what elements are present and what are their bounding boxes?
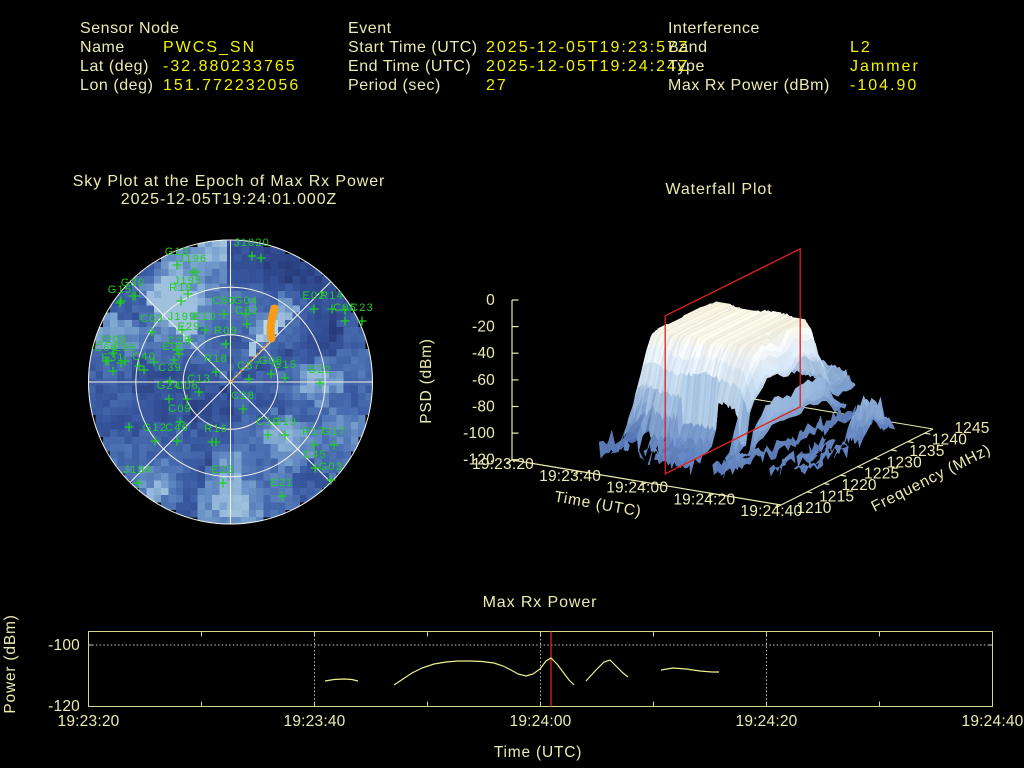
svg-text:G06: G06 bbox=[259, 355, 283, 367]
svg-text:0: 0 bbox=[486, 292, 495, 309]
svg-text:C45: C45 bbox=[303, 449, 327, 461]
svg-text:-40: -40 bbox=[472, 345, 495, 362]
svg-text:Max Rx Power: Max Rx Power bbox=[483, 594, 598, 611]
svg-text:R19: R19 bbox=[169, 282, 193, 294]
svg-text:C40: C40 bbox=[132, 351, 156, 363]
svg-text:C28: C28 bbox=[231, 390, 255, 402]
svg-text:-100: -100 bbox=[463, 425, 495, 442]
svg-text:C13: C13 bbox=[187, 373, 211, 385]
svg-text:G30: G30 bbox=[121, 277, 145, 289]
svg-text:J194: J194 bbox=[124, 464, 153, 476]
svg-text:E23: E23 bbox=[211, 464, 234, 476]
svg-text:Sky Plot at the Epoch of Max R: Sky Plot at the Epoch of Max Rx Power bbox=[73, 173, 386, 190]
svg-text:C09: C09 bbox=[168, 403, 192, 415]
svg-text:19:24:00: 19:24:00 bbox=[606, 480, 668, 497]
svg-text:E29: E29 bbox=[177, 321, 200, 333]
svg-text:E01: E01 bbox=[162, 341, 185, 353]
svg-text:J200: J200 bbox=[99, 334, 128, 346]
svg-text:E10: E10 bbox=[193, 311, 216, 323]
svg-text:G15: G15 bbox=[273, 359, 297, 371]
svg-text:Power (dBm): Power (dBm) bbox=[2, 614, 19, 713]
svg-text:C06: C06 bbox=[175, 380, 199, 392]
svg-text:J196: J196 bbox=[179, 253, 208, 265]
svg-text:19:24:00: 19:24:00 bbox=[510, 713, 572, 730]
svg-text:R18: R18 bbox=[204, 353, 228, 365]
svg-text:G17: G17 bbox=[322, 426, 346, 438]
svg-text:C37: C37 bbox=[237, 360, 261, 372]
svg-text:1240: 1240 bbox=[932, 431, 967, 448]
svg-text:J195: J195 bbox=[174, 275, 203, 287]
svg-text:J1020: J1020 bbox=[234, 237, 270, 249]
svg-text:-120: -120 bbox=[48, 698, 80, 715]
svg-text:C46: C46 bbox=[165, 422, 189, 434]
svg-text:-100: -100 bbox=[48, 637, 80, 654]
svg-text:E02: E02 bbox=[302, 290, 325, 302]
svg-text:1245: 1245 bbox=[954, 420, 989, 437]
svg-text:2025-12-05T19:24:01.000Z: 2025-12-05T19:24:01.000Z bbox=[121, 191, 337, 208]
svg-text:C05: C05 bbox=[333, 302, 357, 314]
svg-text:C23: C23 bbox=[350, 302, 374, 314]
svg-text:19:24:40: 19:24:40 bbox=[962, 713, 1024, 730]
svg-text:G22: G22 bbox=[308, 364, 332, 376]
svg-text:19:24:40: 19:24:40 bbox=[740, 503, 802, 520]
svg-text:R16: R16 bbox=[204, 423, 228, 435]
svg-text:E96: E96 bbox=[113, 342, 136, 354]
svg-text:R09: R09 bbox=[214, 325, 238, 337]
svg-text:J199: J199 bbox=[168, 311, 197, 323]
svg-text:19:23:20: 19:23:20 bbox=[58, 713, 120, 730]
svg-text:1210: 1210 bbox=[796, 500, 831, 517]
svg-text:E31: E31 bbox=[101, 352, 124, 364]
svg-text:1235: 1235 bbox=[909, 443, 944, 460]
svg-text:-80: -80 bbox=[472, 399, 495, 416]
svg-text:G12: G12 bbox=[143, 422, 167, 434]
svg-text:1230: 1230 bbox=[887, 454, 922, 471]
svg-text:19:24:20: 19:24:20 bbox=[673, 491, 735, 508]
svg-text:G19: G19 bbox=[273, 416, 297, 428]
svg-text:E21: E21 bbox=[270, 477, 293, 489]
svg-text:G03: G03 bbox=[319, 461, 343, 473]
svg-text:C03: C03 bbox=[140, 313, 164, 325]
svg-text:Waterfall Plot: Waterfall Plot bbox=[665, 181, 772, 198]
svg-text:-120: -120 bbox=[463, 452, 495, 469]
svg-text:19:24:20: 19:24:20 bbox=[736, 713, 798, 730]
svg-text:1225: 1225 bbox=[864, 466, 899, 483]
svg-text:R17: R17 bbox=[302, 426, 326, 438]
svg-text:19:23:40: 19:23:40 bbox=[284, 713, 346, 730]
svg-text:C66: C66 bbox=[94, 342, 118, 354]
svg-text:C27: C27 bbox=[167, 335, 191, 347]
svg-text:G04: G04 bbox=[234, 295, 258, 307]
svg-text:C10: C10 bbox=[256, 416, 280, 428]
svg-text:G24: G24 bbox=[157, 380, 181, 392]
svg-text:C39: C39 bbox=[158, 362, 182, 374]
svg-text:G13: G13 bbox=[165, 246, 189, 258]
svg-text:1220: 1220 bbox=[841, 477, 876, 494]
svg-text:C60: C60 bbox=[212, 295, 236, 307]
svg-text:R14: R14 bbox=[320, 290, 344, 302]
svg-text:-60: -60 bbox=[472, 372, 495, 389]
svg-text:Time (UTC): Time (UTC) bbox=[494, 744, 582, 761]
svg-text:PSD (dBm): PSD (dBm) bbox=[418, 338, 435, 424]
svg-text:1215: 1215 bbox=[819, 489, 854, 506]
svg-text:19:23:20: 19:23:20 bbox=[472, 456, 534, 473]
svg-text:G15: G15 bbox=[108, 284, 132, 296]
svg-text:-20: -20 bbox=[472, 319, 495, 336]
svg-text:C62: C62 bbox=[235, 305, 259, 317]
svg-text:19:23:40: 19:23:40 bbox=[539, 468, 601, 485]
